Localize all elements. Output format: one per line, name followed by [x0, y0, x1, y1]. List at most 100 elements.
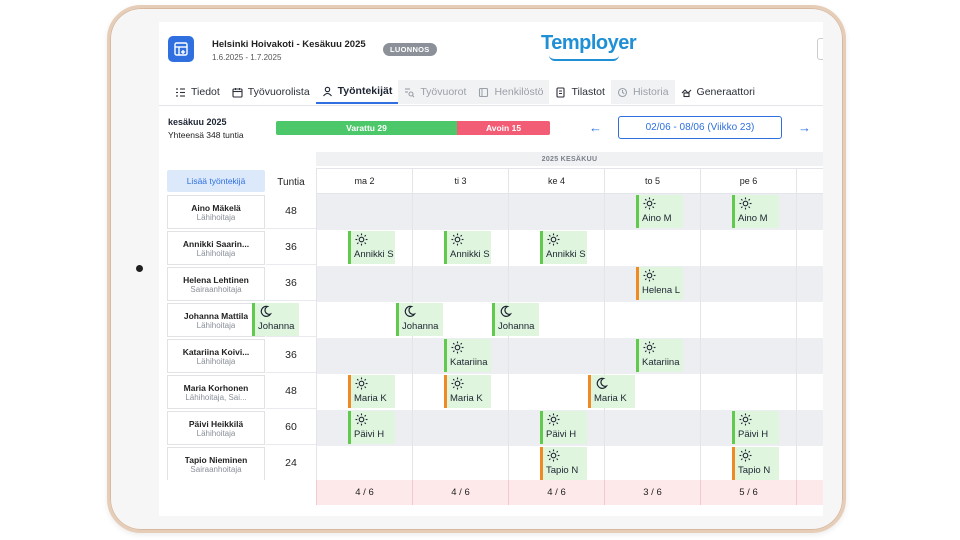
tab-tilastot[interactable]: Tilastot — [549, 80, 610, 104]
employee-name: Aino Mäkelä — [191, 202, 241, 213]
schedule-date-range: 1.6.2025 - 1.7.2025 — [212, 53, 282, 62]
shift-block[interactable]: Päivi H — [732, 411, 779, 444]
shift-employee-label: Tapio N — [546, 465, 579, 476]
employee-card[interactable]: Tapio Nieminen Sairaanhoitaja — [167, 447, 265, 481]
next-week-arrow-icon[interactable]: → — [798, 120, 811, 135]
shift-employee-label: Päivi H — [354, 429, 385, 440]
shift-employee-label: Päivi H — [738, 429, 769, 440]
staff-icon — [479, 87, 489, 97]
shift-block[interactable]: Päivi H — [540, 411, 587, 444]
day-header[interactable]: ma 2 — [316, 168, 412, 194]
main-tabs: Tiedot Työvuorolista Työntekijät Työvuor… — [169, 80, 761, 104]
shift-block[interactable]: Annikki S — [348, 231, 395, 264]
day-header[interactable]: ke 4 — [508, 168, 604, 194]
schedule-row — [316, 374, 823, 410]
shift-block[interactable]: Annikki S — [444, 231, 491, 264]
day-header[interactable]: ti 3 — [412, 168, 508, 194]
user-icon — [322, 86, 332, 96]
shift-block[interactable]: Aino M — [636, 195, 683, 228]
header-menu-button[interactable] — [817, 38, 823, 60]
employee-hours: 60 — [266, 410, 316, 445]
shift-block[interactable]: Aino M — [732, 195, 779, 228]
shift-employee-label: Katariina — [450, 357, 488, 368]
tab-label: Tiedot — [191, 86, 220, 98]
day-header[interactable]: to 5 — [604, 168, 700, 194]
week-selector[interactable]: 02/06 - 08/06 (Viikko 23) — [618, 116, 782, 139]
employee-card[interactable]: Päivi Heikkilä Lähihoitaja — [167, 411, 265, 445]
day-staff-count: 4 / 6 — [508, 480, 604, 505]
shift-block[interactable]: Tapio N — [732, 447, 779, 480]
employee-role: Lähihoitaja — [196, 212, 236, 222]
sun-icon — [739, 413, 752, 426]
shift-block[interactable]: Johanna — [492, 303, 539, 336]
sun-icon — [643, 341, 656, 354]
list-icon — [176, 87, 185, 97]
day-staff-count — [796, 480, 823, 505]
sun-icon — [451, 233, 464, 246]
employee-card[interactable]: Aino Mäkelä Lähihoitaja — [167, 195, 265, 229]
sun-icon — [547, 449, 560, 462]
prev-week-arrow-icon[interactable]: ← — [589, 120, 602, 135]
employee-role: Sairaanhoitaja — [190, 284, 242, 294]
shift-block[interactable]: Maria K — [348, 375, 395, 408]
column-divider — [316, 194, 317, 480]
tab-tyovuorolista[interactable]: Työvuorolista — [226, 80, 316, 104]
tab-tyovuorot[interactable]: Työvuorot — [398, 80, 473, 104]
shift-employee-label: Aino M — [642, 213, 672, 224]
tab-label: Työvuorolista — [247, 86, 310, 98]
column-divider — [604, 194, 605, 480]
shift-block[interactable]: Maria K — [588, 375, 635, 408]
hours-column-header: Tuntia — [277, 177, 305, 188]
add-employee-button[interactable]: Lisää työntekijä — [167, 170, 265, 192]
shift-block[interactable]: Katariina — [444, 339, 491, 372]
employee-card[interactable]: Johanna Mattila Lähihoitaja — [167, 303, 265, 337]
sun-icon — [451, 377, 464, 390]
shift-employee-label: Katariina — [642, 357, 680, 368]
employee-role: Lähihoitaja — [196, 248, 236, 258]
tab-historia[interactable]: Historia — [610, 80, 675, 104]
sun-icon — [355, 233, 368, 246]
employee-card[interactable]: Annikki Saarin... Lähihoitaja — [167, 231, 265, 265]
shift-employee-label: Maria K — [450, 393, 483, 404]
employee-card[interactable]: Katariina Koivi... Lähihoitaja — [167, 339, 265, 373]
employee-card[interactable]: Helena Lehtinen Sairaanhoitaja — [167, 267, 265, 301]
employee-name: Johanna Mattila — [183, 310, 249, 321]
tab-tiedot[interactable]: Tiedot — [169, 80, 226, 104]
moon-icon — [260, 305, 272, 317]
stats-icon — [556, 86, 566, 98]
shift-block[interactable]: Johanna — [396, 303, 443, 336]
tab-generaattori[interactable]: Generaattori — [675, 80, 761, 104]
employee-card[interactable]: Maria Korhonen Lähihoitaja, Sai... — [167, 375, 265, 409]
shift-employee-label: Maria K — [354, 393, 387, 404]
employee-role: Lähihoitaja — [196, 320, 236, 330]
shift-block[interactable]: Helena L — [636, 267, 683, 300]
generator-icon — [681, 88, 691, 97]
app-calendar-icon[interactable] — [168, 36, 194, 62]
shift-block[interactable]: Tapio N — [540, 447, 587, 480]
day-header[interactable]: pe 6 — [700, 168, 796, 194]
shift-block[interactable]: Katariina — [636, 339, 683, 372]
schedule-title: Helsinki Hoivakoti - Kesäkuu 2025 — [212, 39, 366, 50]
shift-employee-label: Johanna — [258, 321, 295, 332]
sun-icon — [355, 413, 368, 426]
shift-block[interactable]: Maria K — [444, 375, 491, 408]
shift-block[interactable]: Johanna — [252, 303, 299, 336]
schedule-row — [316, 338, 823, 374]
employee-role: Lähihoitaja — [196, 356, 236, 366]
shift-block[interactable]: Päivi H — [348, 411, 395, 444]
summary-total-hours: Yhteensä 348 tuntia — [168, 130, 244, 140]
day-staff-count: 5 / 6 — [700, 480, 796, 505]
tab-henkilosto[interactable]: Henkilöstö — [472, 80, 550, 104]
shift-employee-label: Tapio N — [738, 465, 771, 476]
status-badge: LUONNOS — [383, 43, 437, 56]
day-staff-count: 4 / 6 — [316, 480, 412, 505]
column-divider — [412, 194, 413, 480]
employee-name: Annikki Saarin... — [182, 238, 250, 249]
tab-tyontekijat[interactable]: Työntekijät — [315, 80, 399, 104]
tab-label: Henkilöstö — [494, 86, 544, 98]
column-divider — [508, 194, 509, 480]
shift-employee-label: Johanna — [498, 321, 535, 332]
shift-block[interactable]: Annikki S — [540, 231, 587, 264]
summary-month: kesäkuu 2025 — [168, 117, 227, 127]
day-header[interactable] — [796, 168, 823, 194]
